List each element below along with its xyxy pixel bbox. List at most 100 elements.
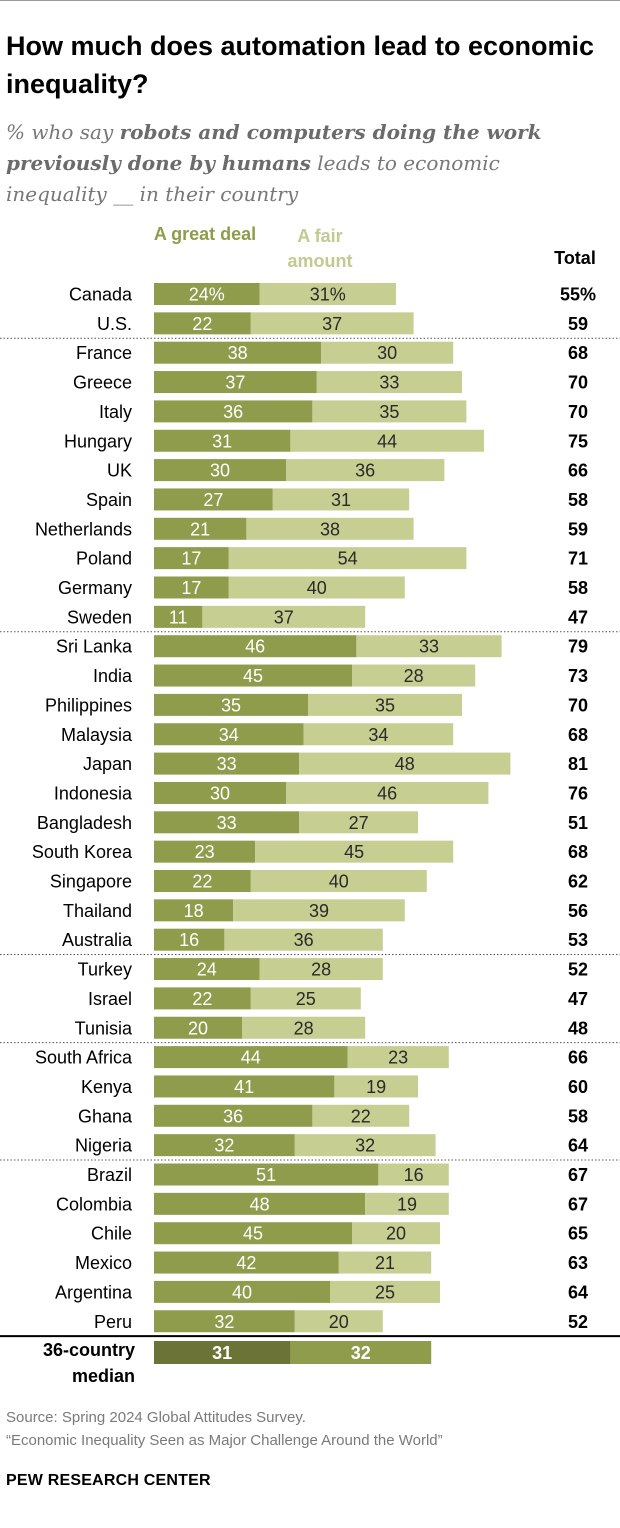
bar-great-deal [154, 958, 260, 981]
value-label-fair: 25 [375, 1282, 395, 1302]
value-label-great: 38 [228, 343, 248, 363]
country-label: Greece [73, 373, 132, 393]
value-label-fair: 33 [379, 373, 399, 393]
bar-fair-amount [286, 459, 445, 482]
value-label-great: 34 [219, 725, 239, 745]
total-label: 66 [568, 461, 588, 481]
country-label: Italy [99, 402, 132, 422]
country-label: Mexico [75, 1253, 132, 1273]
bar-fair-amount [242, 1016, 366, 1039]
value-label-fair: 45 [344, 842, 364, 862]
bar-great-deal [154, 664, 352, 687]
value-label-fair: 39 [309, 901, 329, 921]
total-label: 58 [568, 490, 588, 510]
value-label-fair: 35 [379, 402, 399, 422]
bar-fair-amount [294, 1134, 436, 1157]
bar-fair-amount [338, 1251, 432, 1274]
value-label-fair: 19 [366, 1077, 386, 1097]
bar-great-deal [154, 312, 251, 335]
country-label: South Korea [32, 842, 133, 862]
median-label-line2: median [72, 1366, 135, 1386]
bar-fair-amount [321, 341, 454, 364]
bar-fair-amount [365, 1192, 449, 1215]
value-label-great: 24 [197, 960, 217, 980]
bar-fair-amount [224, 928, 383, 951]
value-label-great: 22 [192, 314, 212, 334]
value-label-fair: 35 [375, 695, 395, 715]
source-line-1: Source: Spring 2024 Global Attitudes Sur… [6, 1409, 306, 1426]
bar-fair-amount [356, 635, 502, 658]
bar-great-deal [154, 1134, 295, 1157]
bar-great-deal [154, 371, 317, 394]
total-label: 75 [568, 431, 588, 451]
total-label: 55% [560, 285, 596, 305]
value-label-great: 42 [236, 1253, 256, 1273]
value-label-great: 16 [179, 930, 199, 950]
value-label-great: 32 [214, 1312, 234, 1332]
total-label: 53 [568, 930, 588, 950]
total-label: 47 [568, 989, 588, 1009]
country-label: Thailand [63, 901, 132, 921]
value-label-fair: 22 [351, 1106, 371, 1126]
value-label-fair: 28 [404, 666, 424, 686]
country-label: Turkey [78, 960, 132, 980]
bar-fair-amount [316, 371, 462, 394]
bar-great-deal [154, 1222, 352, 1245]
value-label-fair: 34 [368, 725, 388, 745]
value-label-fair: 23 [388, 1048, 408, 1068]
value-label-great: 17 [181, 578, 201, 598]
country-label: Hungary [64, 431, 132, 451]
total-label: 52 [568, 960, 588, 980]
bar-great-deal [154, 870, 251, 892]
value-label-great: 31 [212, 431, 232, 451]
value-label-fair: 54 [338, 549, 358, 569]
total-label: 81 [568, 754, 588, 774]
bar-fair-amount [352, 1222, 440, 1245]
value-label-great: 35 [221, 695, 241, 715]
value-label-fair: 36 [294, 930, 314, 950]
value-label-fair: 40 [329, 872, 349, 892]
country-label: India [93, 666, 133, 686]
bar-fair-amount [299, 811, 418, 834]
bar-fair-amount [299, 752, 511, 775]
bar-fair-amount [294, 1310, 383, 1333]
value-label-fair: 20 [386, 1224, 406, 1244]
country-label: France [76, 343, 132, 363]
bar-fair-amount [286, 781, 489, 804]
value-label-fair: 19 [397, 1194, 417, 1214]
brand-logo-text: PEW RESEARCH CENTER [6, 1472, 211, 1489]
bar-great-deal [154, 1104, 313, 1127]
value-label-great: 20 [188, 1018, 208, 1038]
total-label: 60 [568, 1077, 588, 1097]
value-label-great: 44 [241, 1048, 261, 1068]
value-label-fair: 27 [349, 813, 369, 833]
bar-fair-amount [334, 1075, 418, 1098]
total-label: 68 [568, 842, 588, 862]
country-label: U.S. [97, 314, 132, 334]
total-label: 66 [568, 1048, 588, 1068]
value-label-fair: 32 [355, 1136, 375, 1156]
total-label: 63 [568, 1253, 588, 1273]
value-label-fair: 37 [322, 314, 342, 334]
bar-great-deal [154, 1163, 379, 1186]
total-label: 58 [568, 1106, 588, 1126]
value-label-fair: 28 [311, 960, 331, 980]
bar-fair-amount [246, 517, 414, 540]
total-label: 64 [568, 1136, 588, 1156]
bar-great-deal [154, 987, 251, 1010]
total-label: 67 [568, 1194, 588, 1214]
bar-fair-amount [259, 283, 396, 305]
bar-great-deal [154, 341, 322, 364]
bar-fair-amount [378, 1163, 449, 1186]
bar-great-deal [154, 605, 203, 628]
value-label-fair: 36 [355, 461, 375, 481]
value-label-great: 11 [169, 607, 188, 627]
value-label-fair: 46 [377, 783, 397, 803]
country-label: Sweden [67, 607, 132, 627]
bar-great-deal [154, 429, 291, 452]
legend-fair-amount: A fair amount [287, 226, 353, 271]
country-label: Kenya [81, 1077, 133, 1097]
value-label-great: 24% [189, 285, 225, 305]
value-label-fair: 21 [375, 1253, 395, 1273]
total-label: 52 [568, 1312, 588, 1332]
